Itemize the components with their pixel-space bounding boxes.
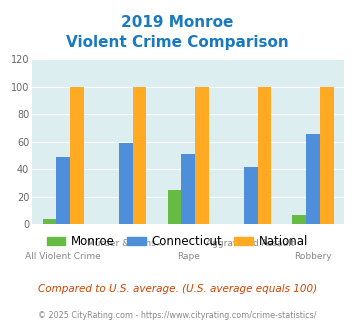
Legend: Monroe, Connecticut, National: Monroe, Connecticut, National [42,231,313,253]
Bar [320,87,334,224]
Bar [168,190,181,224]
Bar [43,219,56,224]
Bar [293,215,306,224]
Text: Violent Crime Comparison: Violent Crime Comparison [66,35,289,50]
Text: Compared to U.S. average. (U.S. average equals 100): Compared to U.S. average. (U.S. average … [38,284,317,294]
Text: Robbery: Robbery [294,252,332,261]
Text: Rape: Rape [177,252,200,261]
Text: 2019 Monroe: 2019 Monroe [121,15,234,30]
Bar [306,134,320,224]
Bar [56,157,70,224]
Bar [70,87,84,224]
Bar [119,143,132,224]
Bar [181,154,195,224]
Text: All Violent Crime: All Violent Crime [25,252,101,261]
Bar [195,87,209,224]
Bar [132,87,146,224]
Bar [244,167,257,224]
Bar [257,87,271,224]
Text: Aggravated Assault: Aggravated Assault [206,239,295,248]
Text: Murder & Mans...: Murder & Mans... [87,239,164,248]
Text: © 2025 CityRating.com - https://www.cityrating.com/crime-statistics/: © 2025 CityRating.com - https://www.city… [38,311,317,320]
